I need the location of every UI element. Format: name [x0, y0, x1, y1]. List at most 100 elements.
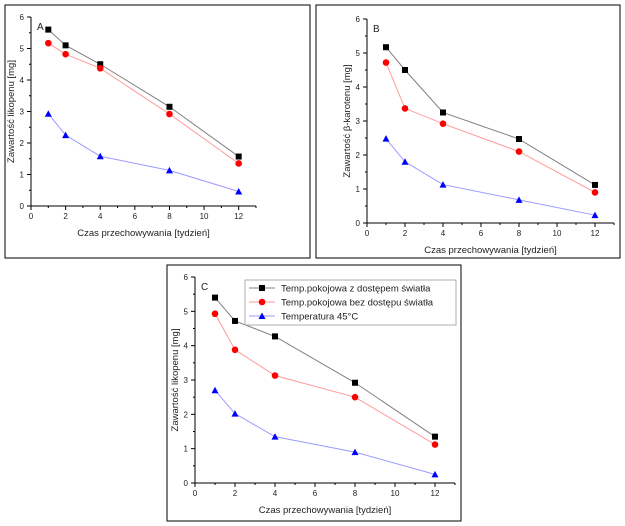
x-tick-label: 2: [233, 489, 238, 498]
x-tick-label: 10: [553, 229, 562, 238]
panel-frame: [315, 4, 621, 259]
y-tick-label: 1: [184, 445, 189, 454]
series-triangle: [44, 110, 243, 195]
data-point-square: [440, 109, 446, 116]
x-axis-label: Czas przechowywania [tydzień]: [77, 228, 210, 239]
data-point-triangle: [62, 131, 70, 139]
data-point-triangle: [382, 135, 390, 142]
series-circle: [45, 39, 242, 167]
data-point-square: [259, 285, 265, 291]
legend-entry: Temperatura 45°C: [281, 312, 358, 323]
x-tick-label: 12: [234, 212, 243, 221]
series-triangle: [382, 135, 599, 219]
x-tick-label: 6: [479, 229, 484, 238]
x-axis-label: Czas przechowywania [tydzień]: [424, 245, 557, 256]
x-tick-label: 4: [98, 212, 103, 221]
y-axis-label: Zawartość likopenu [mg]: [6, 60, 17, 163]
y-tick-label: 2: [356, 151, 361, 160]
series-circle: [211, 310, 439, 448]
x-tick-label: 8: [353, 489, 358, 498]
legend: Temp.pokojowa z dostępem światła Temp.pok…: [244, 279, 457, 326]
x-tick-label: 0: [29, 212, 34, 221]
panel-label: C: [201, 282, 208, 293]
series-square: [383, 44, 598, 188]
x-tick-label: 0: [193, 489, 198, 498]
panel-frame: [4, 4, 311, 259]
data-point-circle: [431, 441, 439, 448]
x-tick-label: 12: [591, 229, 600, 238]
y-tick-label: 6: [184, 273, 189, 282]
series-circle: [382, 59, 599, 196]
data-point-triangle: [515, 196, 523, 203]
y-tick-label: 0: [184, 479, 189, 488]
data-point-square: [402, 67, 408, 73]
y-tick-label: 3: [356, 117, 361, 126]
y-tick-label: 0: [20, 202, 25, 211]
data-point-triangle: [258, 312, 266, 319]
data-point-circle: [439, 120, 447, 128]
y-tick-label: 3: [20, 108, 25, 117]
data-point-triangle: [231, 410, 239, 417]
y-tick-label: 2: [184, 410, 189, 419]
data-point-triangle: [96, 152, 104, 160]
data-point-circle: [591, 189, 599, 196]
panel-label: B: [373, 24, 380, 35]
y-tick-label: 1: [20, 171, 25, 180]
data-point-circle: [96, 65, 104, 72]
y-tick-label: 6: [356, 15, 361, 24]
x-tick-label: 6: [133, 212, 138, 221]
series-square: [212, 294, 438, 440]
data-point-circle: [351, 393, 359, 401]
x-tick-label: 8: [517, 229, 522, 238]
data-point-triangle: [431, 470, 439, 478]
data-point-square: [212, 294, 218, 301]
series-triangle: [211, 386, 439, 478]
x-tick-label: 4: [273, 489, 278, 498]
series-square: [45, 26, 242, 160]
legend-entry: Temp.pokojowa z dostępem światła: [281, 284, 431, 295]
x-tick-label: 2: [403, 229, 408, 238]
panel-label: A: [37, 22, 44, 33]
data-point-square: [592, 181, 598, 188]
x-tick-label: 4: [441, 229, 446, 238]
x-axis-label: Czas przechowywania [tydzień]: [259, 505, 392, 516]
data-point-triangle: [44, 110, 52, 117]
y-axis-label: Zawartość β-karotenu [mg]: [342, 64, 353, 177]
data-point-circle: [271, 372, 279, 379]
data-point-square: [352, 379, 358, 386]
y-tick-label: 2: [20, 139, 25, 148]
y-tick-label: 4: [20, 76, 25, 85]
data-point-circle: [515, 148, 523, 155]
legend-frame: [244, 279, 457, 326]
data-point-circle: [62, 50, 69, 58]
y-tick-label: 3: [184, 376, 189, 385]
y-tick-label: 4: [356, 83, 361, 92]
data-point-circle: [235, 160, 242, 167]
data-point-triangle: [271, 433, 279, 440]
data-point-triangle: [591, 211, 599, 219]
x-tick-label: 0: [365, 229, 370, 238]
y-tick-label: 4: [184, 342, 189, 351]
data-point-triangle: [401, 158, 409, 165]
data-point-circle: [45, 39, 52, 47]
y-tick-label: 5: [356, 49, 361, 58]
x-tick-label: 12: [431, 489, 440, 498]
data-point-circle: [211, 310, 219, 318]
x-tick-label: 8: [167, 212, 172, 221]
x-tick-label: 2: [63, 212, 68, 221]
data-point-square: [383, 44, 389, 51]
data-point-square: [232, 317, 238, 324]
y-tick-label: 6: [20, 13, 25, 22]
data-point-triangle: [211, 386, 219, 394]
data-point-square: [432, 433, 438, 440]
y-tick-label: 0: [356, 219, 361, 228]
x-tick-label: 10: [200, 212, 209, 221]
data-point-circle: [166, 110, 173, 118]
data-point-circle: [231, 346, 239, 354]
data-point-square: [166, 103, 173, 110]
y-tick-label: 5: [184, 307, 189, 316]
